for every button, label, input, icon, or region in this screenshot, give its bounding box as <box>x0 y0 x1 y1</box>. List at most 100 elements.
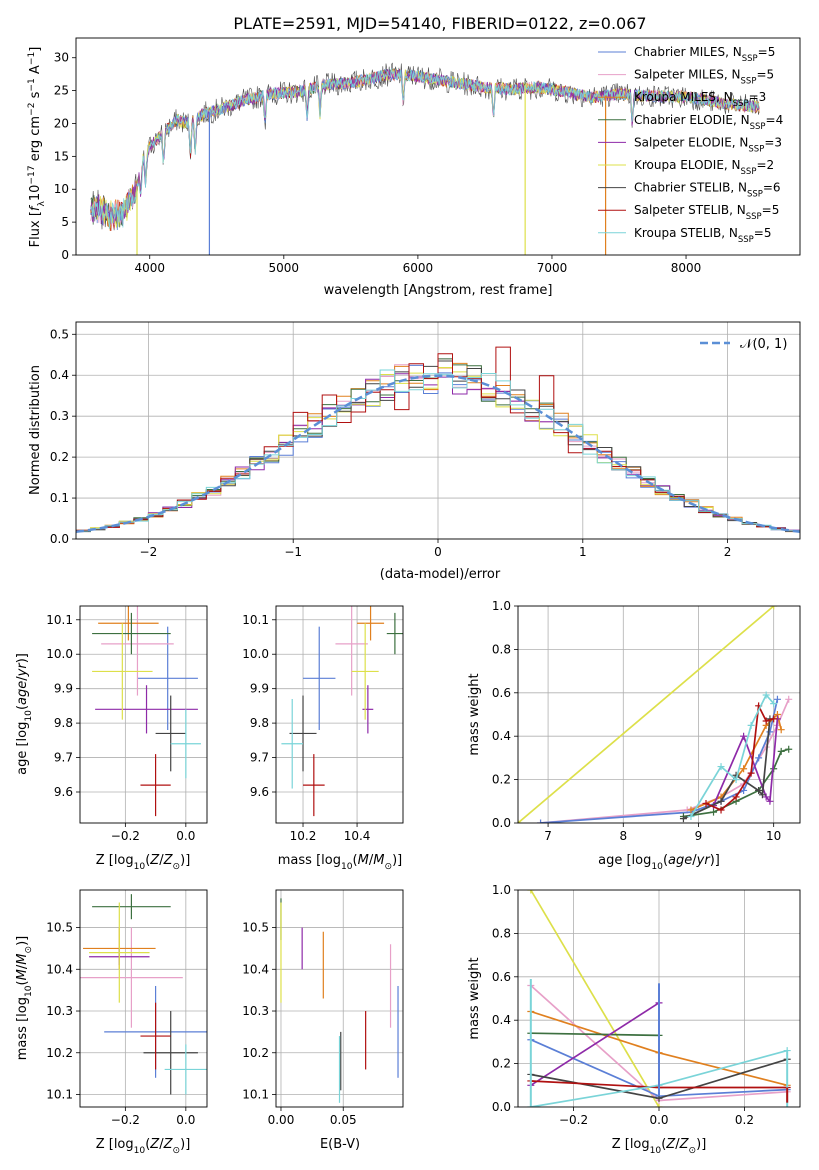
x-tick-label: 2 <box>724 545 732 559</box>
series-marker <box>770 606 778 610</box>
series-salpeter-miles <box>540 698 790 823</box>
label-part: Z [log <box>612 1137 650 1152</box>
y-tick-label: 1.0 <box>492 883 511 897</box>
x-tick-label: −0.2 <box>111 1113 140 1127</box>
label-part: )] <box>180 1137 190 1152</box>
plot-area <box>80 890 207 1107</box>
legend-suffix: =3 <box>764 135 782 149</box>
legend-suffix: =5 <box>756 68 774 82</box>
x-tick-label: 10.4 <box>344 829 371 843</box>
label-part: ] <box>28 47 43 52</box>
series-marker <box>740 786 748 794</box>
series-marker <box>717 806 725 814</box>
label-part: / <box>159 853 164 868</box>
y-tick-label: 0.6 <box>492 970 511 984</box>
x-tick-label: −0.2 <box>559 1113 588 1127</box>
label-part: ( <box>661 1137 666 1152</box>
x-axis-label: Z [log10(Z/Z⊙)] <box>612 1137 707 1156</box>
legend-entry: Salpeter MILES, NSSP=5 <box>634 68 774 87</box>
series-kroupa-elodie <box>530 890 660 1107</box>
series-marker <box>762 717 770 725</box>
label-part: / <box>692 853 697 868</box>
y-tick-label: 0.4 <box>492 1013 511 1027</box>
series-salpeter-elodie <box>530 1002 660 1087</box>
legend-sub: SSP <box>748 144 764 154</box>
panel-mass_vs_Z: −0.2 0.010.110.210.310.410.5Z [log10(Z/Z⊙… <box>15 889 208 1156</box>
series-marker <box>679 815 687 823</box>
series-marker <box>773 695 781 703</box>
y-tick-label: 0.0 <box>50 532 69 546</box>
x-tick-label: 0.05 <box>330 1113 357 1127</box>
gaussian-curve <box>76 374 800 534</box>
legend-suffix: =3 <box>749 90 767 104</box>
label-part: 10 <box>134 862 146 872</box>
label-part: ( <box>15 980 30 985</box>
legend-sub: SSP <box>742 54 758 64</box>
series-marker <box>770 715 778 723</box>
label-part: ( <box>145 853 150 868</box>
plot-area <box>76 322 800 539</box>
x-tick-label: 8000 <box>671 261 702 275</box>
label-part: M <box>15 954 30 965</box>
legend-entry: Kroupa STELIB, NSSP=5 <box>634 226 772 245</box>
label-part: −2 <box>27 103 37 116</box>
legend-sub: SSP <box>746 212 762 222</box>
label-part: f <box>28 204 43 211</box>
axes-frame <box>517 605 801 824</box>
x-tick-label: −2 <box>140 545 158 559</box>
series-marker <box>687 806 695 814</box>
y-tick-label: 0.6 <box>492 686 511 700</box>
series-marker <box>655 1103 663 1107</box>
series-marker <box>758 791 766 799</box>
legend-suffix: =4 <box>766 113 784 127</box>
label-part: Z <box>149 1137 160 1152</box>
axes-frame <box>75 321 801 540</box>
y-tick-label: 9.8 <box>250 716 269 730</box>
legend-text: Chabrier ELODIE, N <box>634 113 750 127</box>
y-tick-label: 9.7 <box>54 751 73 765</box>
label-part: / <box>675 1137 680 1152</box>
legend-text: Salpeter ELODIE, N <box>634 135 748 149</box>
axes-frame <box>79 605 208 824</box>
panel-spectrum: 4000 5000 6000 7000 8000 0 5 10 15 20 25 30 waveleng… <box>27 37 801 298</box>
x-tick-label: 0.0 <box>649 1113 668 1127</box>
legend-suffix: =5 <box>758 45 776 59</box>
plot-area <box>90 62 760 255</box>
label-part: ⊙ <box>173 862 181 872</box>
y-tick-label: 0.4 <box>492 729 511 743</box>
label-part: Z <box>665 1137 676 1152</box>
plot-area <box>276 890 403 1107</box>
label-part: / <box>15 676 30 681</box>
y-tick-label: 10.2 <box>46 1046 73 1060</box>
label-part: erg cm <box>28 116 43 165</box>
y-tick-label: 0 <box>61 248 69 262</box>
y-tick-label: 30 <box>54 51 69 65</box>
y-tick-label: 10.5 <box>46 921 73 935</box>
label-part: −1 <box>27 78 37 91</box>
series-marker <box>777 747 785 755</box>
series-marker <box>710 808 718 816</box>
legend-entry: Chabrier MILES, NSSP=5 <box>634 45 775 64</box>
axes-frame <box>79 889 208 1108</box>
label-part: age <box>668 853 692 868</box>
y-tick-label: 10.1 <box>242 613 269 627</box>
y-tick-label: 10.5 <box>242 921 269 935</box>
x-axis-label: Z [log10(Z/Z⊙)] <box>96 1137 191 1156</box>
series-marker <box>785 695 793 703</box>
label-part: / <box>369 853 374 868</box>
x-tick-label: −1 <box>284 545 302 559</box>
x-tick-label: 1 <box>579 545 587 559</box>
y-tick-label: 10.0 <box>46 647 73 661</box>
series-marker <box>732 793 740 801</box>
label-part: 10 <box>24 710 34 722</box>
y-axis-label: age [log10(age/yr)] <box>15 653 34 775</box>
label-part: mass [log <box>15 997 30 1060</box>
y-axis-label: mass weight <box>467 957 482 1039</box>
legend-text: Salpeter MILES, N <box>634 68 741 82</box>
label-part: ⊙ <box>24 946 34 954</box>
y-axis-label: Normed distribution <box>28 365 43 495</box>
series-marker <box>762 793 770 801</box>
label-part: Z <box>149 853 160 868</box>
label-part: / <box>15 964 30 969</box>
